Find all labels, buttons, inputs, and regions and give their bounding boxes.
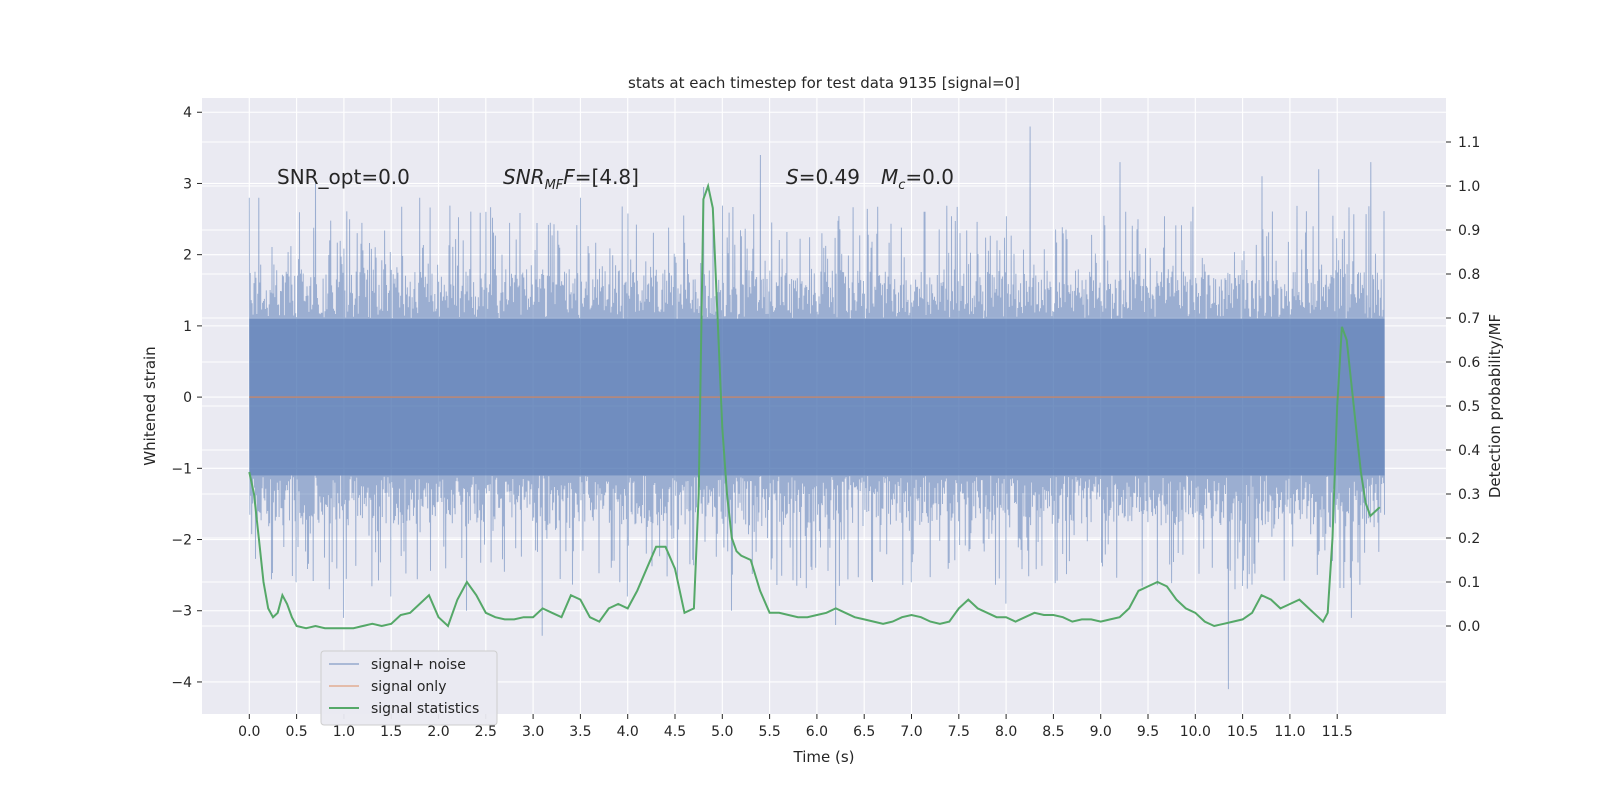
x-tick-label: 6.5 [853, 724, 875, 740]
legend: signal+ noise signal only signal statist… [320, 650, 498, 726]
y-right-tick-label: 0.4 [1458, 443, 1480, 459]
x-tick-label: 3.5 [569, 724, 591, 740]
y-right-tick-label: 0.5 [1458, 399, 1480, 415]
x-tick-label: 1.5 [380, 724, 402, 740]
y-tick-label: 3 [183, 176, 192, 192]
x-tick-label: 5.5 [758, 724, 780, 740]
legend-box [320, 650, 498, 726]
y-tick-label: 0 [183, 390, 192, 406]
annotation-mc: Mc=0.0 [881, 165, 954, 193]
annotation-snr-mf-base: SNR [503, 165, 545, 189]
annotation-s: S=0.49 [786, 165, 860, 189]
x-tick-label: 2.5 [475, 724, 497, 740]
y-tick-label: 1 [183, 319, 192, 335]
legend-label-signal-only: signal only [371, 679, 446, 695]
signal-statistics-line [248, 182, 1381, 630]
y-right-tick-label: 0.1 [1458, 575, 1480, 591]
x-axis-label: Time (s) [793, 748, 855, 766]
y-tick-label: −4 [171, 675, 192, 691]
y-tick-label: 4 [183, 105, 192, 121]
chart-title: stats at each timestep for test data 913… [628, 74, 1020, 92]
x-tick-label: 10.5 [1227, 724, 1258, 740]
annotation-snr-mf: SNRMFF=[4.8] [503, 165, 639, 193]
y-right-tick-label: 1.1 [1458, 135, 1480, 151]
y-tick-label: −3 [171, 604, 192, 620]
annotation-s-value: =0.49 [799, 165, 860, 189]
x-tick-label: 9.5 [1137, 724, 1159, 740]
x-tick-label: 1.0 [333, 724, 355, 740]
annotation-snr-mf-sub: MF [545, 178, 564, 193]
y-right-tick-label: 1.0 [1458, 179, 1480, 195]
x-tick-label: 2.0 [427, 724, 449, 740]
x-tick-label: 3.0 [522, 724, 544, 740]
x-tick-label: 5.0 [711, 724, 733, 740]
annotation-snr-mf-value: =[4.8] [575, 165, 639, 189]
axes: 0.0 0.5 1.0 1.5 2.0 2.5 3.0 3.5 4.0 4.5 5.0 5.5 6.0 6… [171, 105, 1480, 740]
x-tick-label: 4.0 [617, 724, 639, 740]
y-axis-label: Whitened strain [141, 346, 159, 465]
y-right-tick-label: 0.8 [1458, 267, 1480, 283]
x-tick-label: 4.5 [664, 724, 686, 740]
y-right-tick-label: 0.3 [1458, 487, 1480, 503]
y-tick-label: 2 [183, 248, 192, 264]
annotation-s-symbol: S [786, 165, 799, 189]
legend-label-signal-noise: signal+ noise [371, 657, 466, 673]
x-tick-label: 7.5 [948, 724, 970, 740]
x-tick-label: 11.5 [1322, 724, 1353, 740]
x-tick-label: 8.5 [1042, 724, 1064, 740]
x-tick-label: 9.0 [1090, 724, 1112, 740]
x-tick-label: 11.0 [1274, 724, 1305, 740]
y-right-tick-label: 0.9 [1458, 223, 1480, 239]
x-tick-label: 7.0 [900, 724, 922, 740]
signal-noise-line [248, 126, 1385, 690]
y-right-tick-label: 0.0 [1458, 619, 1480, 635]
x-tick-label: 0.5 [285, 724, 307, 740]
x-tick-label: 10.0 [1180, 724, 1211, 740]
annotation-mc-value: =0.0 [905, 165, 954, 189]
y-right-tick-label: 0.6 [1458, 355, 1480, 371]
series-layer [248, 126, 1385, 690]
annotation-snr-mf-f: F [563, 165, 575, 189]
legend-label-signal-statistics: signal statistics [371, 701, 479, 717]
x-tick-label: 8.0 [995, 724, 1017, 740]
x-tick-label: 0.0 [238, 724, 260, 740]
y-right-tick-label: 0.2 [1458, 531, 1480, 547]
x-tick-label: 6.0 [806, 724, 828, 740]
annotation-snr-opt: SNR_opt=0.0 [277, 165, 410, 189]
annotation-mc-sub: c [898, 178, 905, 193]
y-right-tick-label: 0.7 [1458, 311, 1480, 327]
y-tick-label: −2 [171, 533, 192, 549]
y-axis-right-label: Detection probability/MF [1486, 314, 1504, 498]
y-tick-label: −1 [171, 461, 192, 477]
annotation-mc-symbol: M [881, 165, 898, 189]
